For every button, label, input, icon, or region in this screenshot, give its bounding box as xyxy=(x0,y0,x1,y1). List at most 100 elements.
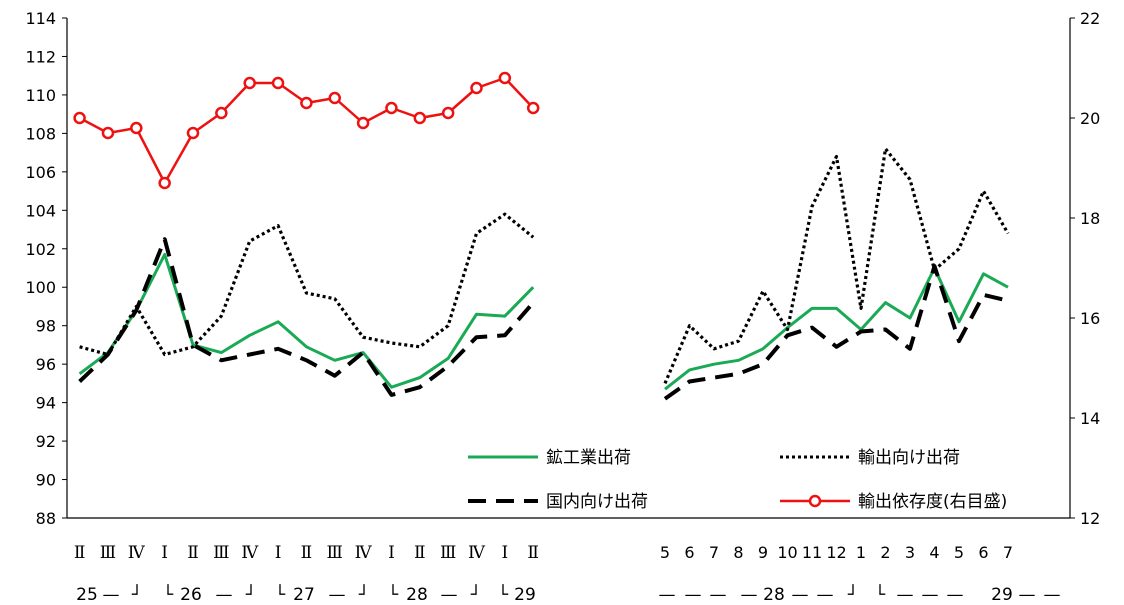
quarter-year-connector: ┘ xyxy=(245,584,256,605)
quarter-tick-label: Ⅲ xyxy=(327,543,343,563)
left-tick-label: 88 xyxy=(36,509,56,528)
legend-label-export-shipments: 輸出向け出荷 xyxy=(858,448,960,468)
series-point xyxy=(215,106,228,120)
series-point xyxy=(243,76,256,90)
series-point xyxy=(470,81,483,95)
month-year-connector: — xyxy=(741,585,758,605)
left-tick-label: 92 xyxy=(36,432,56,451)
series-line-monthly xyxy=(663,264,1009,401)
series-point xyxy=(73,111,86,125)
legend-label-mining-shipments: 鉱工業出荷 xyxy=(546,448,631,468)
right-tick-label: 20 xyxy=(1080,109,1100,128)
quarter-year-connector: └ xyxy=(275,584,286,605)
quarter-year-label: 26 xyxy=(180,585,202,605)
quarter-year-label: 29 xyxy=(514,585,536,605)
left-tick-label: 112 xyxy=(25,47,56,66)
month-year-connector: — xyxy=(897,585,914,605)
series-point xyxy=(356,116,370,130)
month-year-connector: — xyxy=(947,585,964,605)
right-tick-label: 14 xyxy=(1080,409,1100,428)
series-point xyxy=(101,126,115,140)
quarter-tick-label: Ⅳ xyxy=(468,543,486,563)
plot-frame xyxy=(66,18,1071,519)
quarter-year-connector: — xyxy=(441,585,458,605)
quarter-tick-label: Ⅲ xyxy=(100,543,116,563)
legend-label-domestic-shipments: 国内向け出荷 xyxy=(546,492,648,512)
month-year-connector: — xyxy=(922,585,939,605)
quarter-tick-label: Ⅰ xyxy=(161,543,168,563)
quarter-tick-label: Ⅲ xyxy=(213,543,229,563)
series-3 xyxy=(73,71,540,190)
month-year-connector: — xyxy=(659,585,676,605)
month-year-connector: — xyxy=(792,585,809,605)
left-tick-label: 94 xyxy=(36,394,56,413)
month-tick-label: 7 xyxy=(709,543,719,562)
month-year-label: 29 xyxy=(991,585,1013,605)
series-line-quarterly xyxy=(79,212,535,357)
series-layer xyxy=(73,71,1010,401)
quarter-year-connector: └ xyxy=(498,584,509,605)
month-tick-label: 9 xyxy=(758,543,768,562)
left-axis-ticks: 88 90 92 94 96 98 100 102 104 106 108 110 112 114 xyxy=(25,9,67,528)
quarter-tick-label: Ⅰ xyxy=(275,543,282,563)
quarter-tick-label: Ⅱ xyxy=(74,543,86,563)
left-tick-label: 96 xyxy=(36,355,56,374)
quarter-tick-label: Ⅳ xyxy=(355,543,373,563)
series-point xyxy=(186,126,200,140)
series-line-quarterly xyxy=(78,253,535,389)
series-point xyxy=(328,91,341,105)
quarter-year-label: 28 xyxy=(406,585,428,605)
left-tick-label: 106 xyxy=(25,163,56,182)
month-tick-label: 3 xyxy=(905,543,915,562)
series-point xyxy=(526,101,540,115)
series-2 xyxy=(78,237,1009,401)
left-tick-label: 114 xyxy=(25,9,56,28)
legend-item-domestic-shipments: 国内向け出荷 xyxy=(468,492,648,512)
left-tick-label: 108 xyxy=(25,124,56,143)
series-point xyxy=(413,111,427,125)
right-tick-label: 12 xyxy=(1080,509,1100,528)
right-tick-label: 18 xyxy=(1080,209,1100,228)
quarter-year-connector: ┘ xyxy=(470,584,481,605)
quarter-tick-label: Ⅱ xyxy=(414,543,426,563)
left-tick-label: 110 xyxy=(25,86,56,105)
month-tick-label: 2 xyxy=(880,543,890,562)
quarter-year-connector: — xyxy=(216,585,233,605)
quarter-year-connector: └ xyxy=(388,584,399,605)
series-point xyxy=(385,101,398,115)
legend-item-mining-shipments: 鉱工業出荷 xyxy=(468,448,631,468)
series-point xyxy=(130,121,143,135)
month-year-connector: └ xyxy=(875,584,886,605)
quarter-year-connector: └ xyxy=(163,584,174,605)
series-1 xyxy=(79,147,1010,385)
series-point xyxy=(271,76,285,90)
month-tick-label: 7 xyxy=(1003,543,1013,562)
month-tick-label: 12 xyxy=(826,543,846,562)
right-tick-label: 16 xyxy=(1080,309,1100,328)
month-tick-label: 5 xyxy=(660,543,670,562)
x-axis-labels: Ⅱ Ⅲ Ⅳ Ⅰ Ⅱ Ⅲ Ⅳ Ⅰ Ⅱ Ⅲ Ⅳ Ⅰ Ⅱ Ⅲ Ⅳ Ⅰ Ⅱ 5 6 7 8 9 10 11 12 1 2 3 4 5 6 725 26 2… xyxy=(74,543,1061,605)
left-tick-label: 102 xyxy=(25,240,56,259)
quarter-tick-label: Ⅱ xyxy=(527,543,539,563)
month-year-connector: — xyxy=(710,585,727,605)
series-point xyxy=(441,106,455,120)
month-tick-label: 8 xyxy=(733,543,743,562)
series-line-monthly xyxy=(664,266,1009,391)
left-tick-label: 100 xyxy=(25,278,56,297)
month-year-connector: — xyxy=(1044,585,1061,605)
quarter-year-connector: ┘ xyxy=(358,584,369,605)
quarter-tick-label: Ⅰ xyxy=(388,543,395,563)
month-tick-label: 6 xyxy=(684,543,694,562)
quarter-tick-label: Ⅰ xyxy=(501,543,508,563)
left-tick-label: 90 xyxy=(36,471,56,490)
left-tick-label: 104 xyxy=(25,201,56,220)
quarter-year-label: 27 xyxy=(293,585,315,605)
legend-item-export-dependency: 輸出依存度(右目盛) xyxy=(780,492,1007,512)
month-year-connector: ┘ xyxy=(847,584,858,605)
month-year-connector: — xyxy=(817,585,834,605)
quarter-year-connector: ┘ xyxy=(131,584,142,605)
series-point xyxy=(498,71,512,85)
quarter-year-connector: — xyxy=(329,585,346,605)
quarter-tick-label: Ⅲ xyxy=(440,543,456,563)
